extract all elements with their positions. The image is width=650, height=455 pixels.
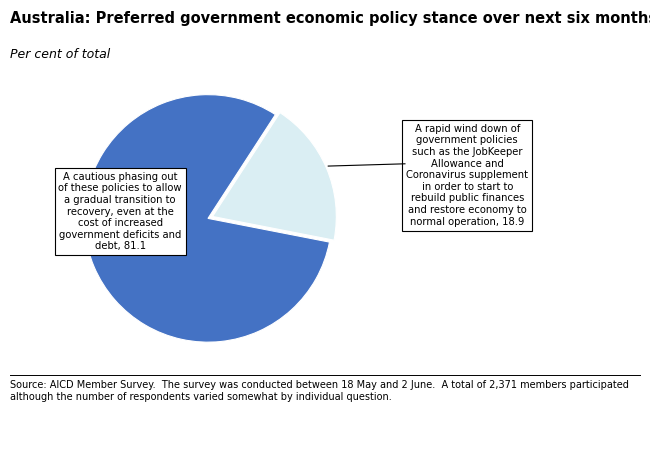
Text: A cautious phasing out
of these policies to allow
a gradual transition to
recove: A cautious phasing out of these policies… bbox=[58, 172, 182, 251]
Text: Source: AICD Member Survey.  The survey was conducted between 18 May and 2 June.: Source: AICD Member Survey. The survey w… bbox=[10, 380, 629, 401]
Wedge shape bbox=[213, 113, 336, 240]
Text: A rapid wind down of
government policies
such as the JobKeeper
Allowance and
Cor: A rapid wind down of government policies… bbox=[406, 124, 528, 227]
Text: Per cent of total: Per cent of total bbox=[10, 48, 110, 61]
Text: Australia: Preferred government economic policy stance over next six months: Australia: Preferred government economic… bbox=[10, 11, 650, 26]
Wedge shape bbox=[84, 95, 330, 342]
